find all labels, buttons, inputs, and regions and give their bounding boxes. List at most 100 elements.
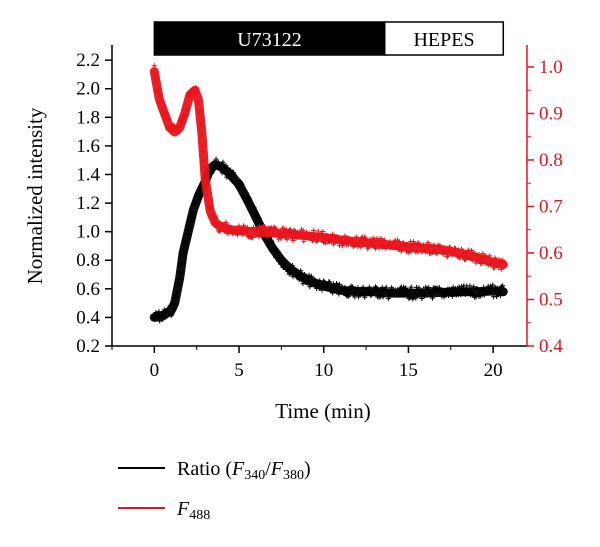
series-marker-0: [362, 294, 368, 300]
series-marker-1: [330, 241, 336, 247]
series-marker-1: [185, 105, 191, 111]
series-marker-0: [160, 314, 166, 320]
series-marker-1: [198, 121, 204, 127]
series-marker-0: [217, 166, 223, 172]
series-marker-1: [210, 219, 216, 225]
series-marker-0: [221, 167, 227, 173]
series-marker-0: [289, 266, 295, 272]
series-marker-1: [322, 235, 328, 241]
series-marker-0: [326, 279, 332, 285]
series-marker-1: [187, 90, 193, 96]
series-marker-1: [209, 211, 215, 217]
series-marker-1: [500, 257, 506, 263]
series-marker-1: [154, 76, 160, 82]
series-marker-1: [376, 245, 382, 251]
treatment-bar-label-1: HEPES: [413, 29, 474, 51]
series-marker-1: [285, 232, 291, 238]
series-marker-0: [462, 291, 468, 297]
series-marker-1: [196, 110, 202, 116]
series-marker-0: [256, 219, 262, 225]
series-marker-0: [276, 256, 282, 262]
x-tick-label-0: 0: [150, 360, 160, 381]
series-marker-1: [308, 235, 314, 241]
series-marker-1: [330, 231, 336, 237]
series-marker-1: [469, 257, 475, 263]
series-marker-1: [460, 250, 466, 256]
y-tick-label-2: 0.6: [76, 279, 100, 300]
series-marker-1: [365, 246, 371, 252]
series-marker-1: [446, 248, 452, 254]
series-marker-0: [219, 170, 225, 176]
series-marker-1: [183, 111, 189, 117]
series-marker-0: [197, 195, 203, 201]
series-marker-0: [342, 284, 348, 290]
series-marker-1: [465, 247, 471, 253]
series-marker-0: [439, 293, 445, 299]
series-marker-1: [196, 99, 202, 105]
series-marker-0: [168, 313, 174, 319]
series-marker-0: [298, 268, 304, 274]
series-marker-1: [474, 256, 480, 262]
series-marker-0: [368, 293, 374, 299]
series-marker-0: [319, 287, 325, 293]
series-marker-0: [497, 293, 503, 299]
series-marker-1: [468, 253, 474, 259]
series-marker-1: [320, 229, 326, 235]
series-marker-1: [366, 243, 372, 249]
series-marker-0: [182, 241, 188, 247]
series-marker-1: [166, 117, 172, 123]
series-marker-1: [420, 242, 426, 248]
series-marker-1: [408, 248, 414, 254]
series-marker-1: [440, 251, 446, 257]
series-marker-0: [269, 238, 275, 244]
y-tick-label-8: 1.8: [76, 107, 100, 128]
series-marker-1: [492, 255, 498, 261]
series-marker-1: [217, 229, 223, 235]
series-marker-0: [481, 284, 487, 290]
series-marker-0: [346, 292, 352, 298]
series-marker-0: [174, 289, 180, 295]
series-marker-0: [452, 288, 458, 294]
series-marker-1: [174, 123, 180, 129]
series-marker-0: [216, 162, 222, 168]
treatment-bars: U73122 HEPES: [153, 21, 505, 56]
series-marker-0: [238, 181, 244, 187]
series-marker-1: [194, 90, 200, 96]
series-marker-0: [439, 289, 445, 295]
series-marker-1: [311, 228, 317, 234]
series-marker-0: [228, 167, 234, 173]
y-tick-label-4: 1.0: [76, 222, 100, 243]
series-marker-1: [433, 247, 439, 253]
series-marker-1: [200, 149, 206, 155]
series-marker-0: [282, 261, 288, 267]
series-marker-0: [169, 312, 175, 318]
y2-tick-label-6: 1.0: [539, 57, 563, 78]
series-marker-0: [491, 290, 497, 296]
series-marker-0: [469, 291, 475, 297]
series-marker-1: [328, 236, 334, 242]
series-marker-1: [152, 72, 158, 78]
series-marker-1: [349, 237, 355, 243]
series-marker-1: [399, 246, 405, 252]
series-marker-1: [158, 98, 164, 104]
series-marker-1: [357, 239, 363, 245]
series-marker-0: [364, 287, 370, 293]
series-marker-1: [299, 233, 305, 239]
y-tick-label-9: 2.0: [76, 79, 100, 100]
legend-ratio-f2: F: [270, 458, 284, 480]
series-marker-1: [153, 76, 159, 82]
series-marker-1: [368, 240, 374, 246]
series-marker-0: [316, 285, 322, 291]
series-marker-0: [305, 276, 311, 282]
series-marker-0: [337, 281, 343, 287]
series-marker-0: [218, 167, 224, 173]
series-marker-1: [315, 228, 321, 234]
series-marker-0: [398, 285, 404, 291]
series-marker-0: [188, 218, 194, 224]
series-marker-1: [281, 225, 287, 231]
series-marker-1: [404, 241, 410, 247]
series-marker-0: [350, 284, 356, 290]
series-marker-0: [277, 256, 283, 262]
series-marker-0: [181, 249, 187, 255]
